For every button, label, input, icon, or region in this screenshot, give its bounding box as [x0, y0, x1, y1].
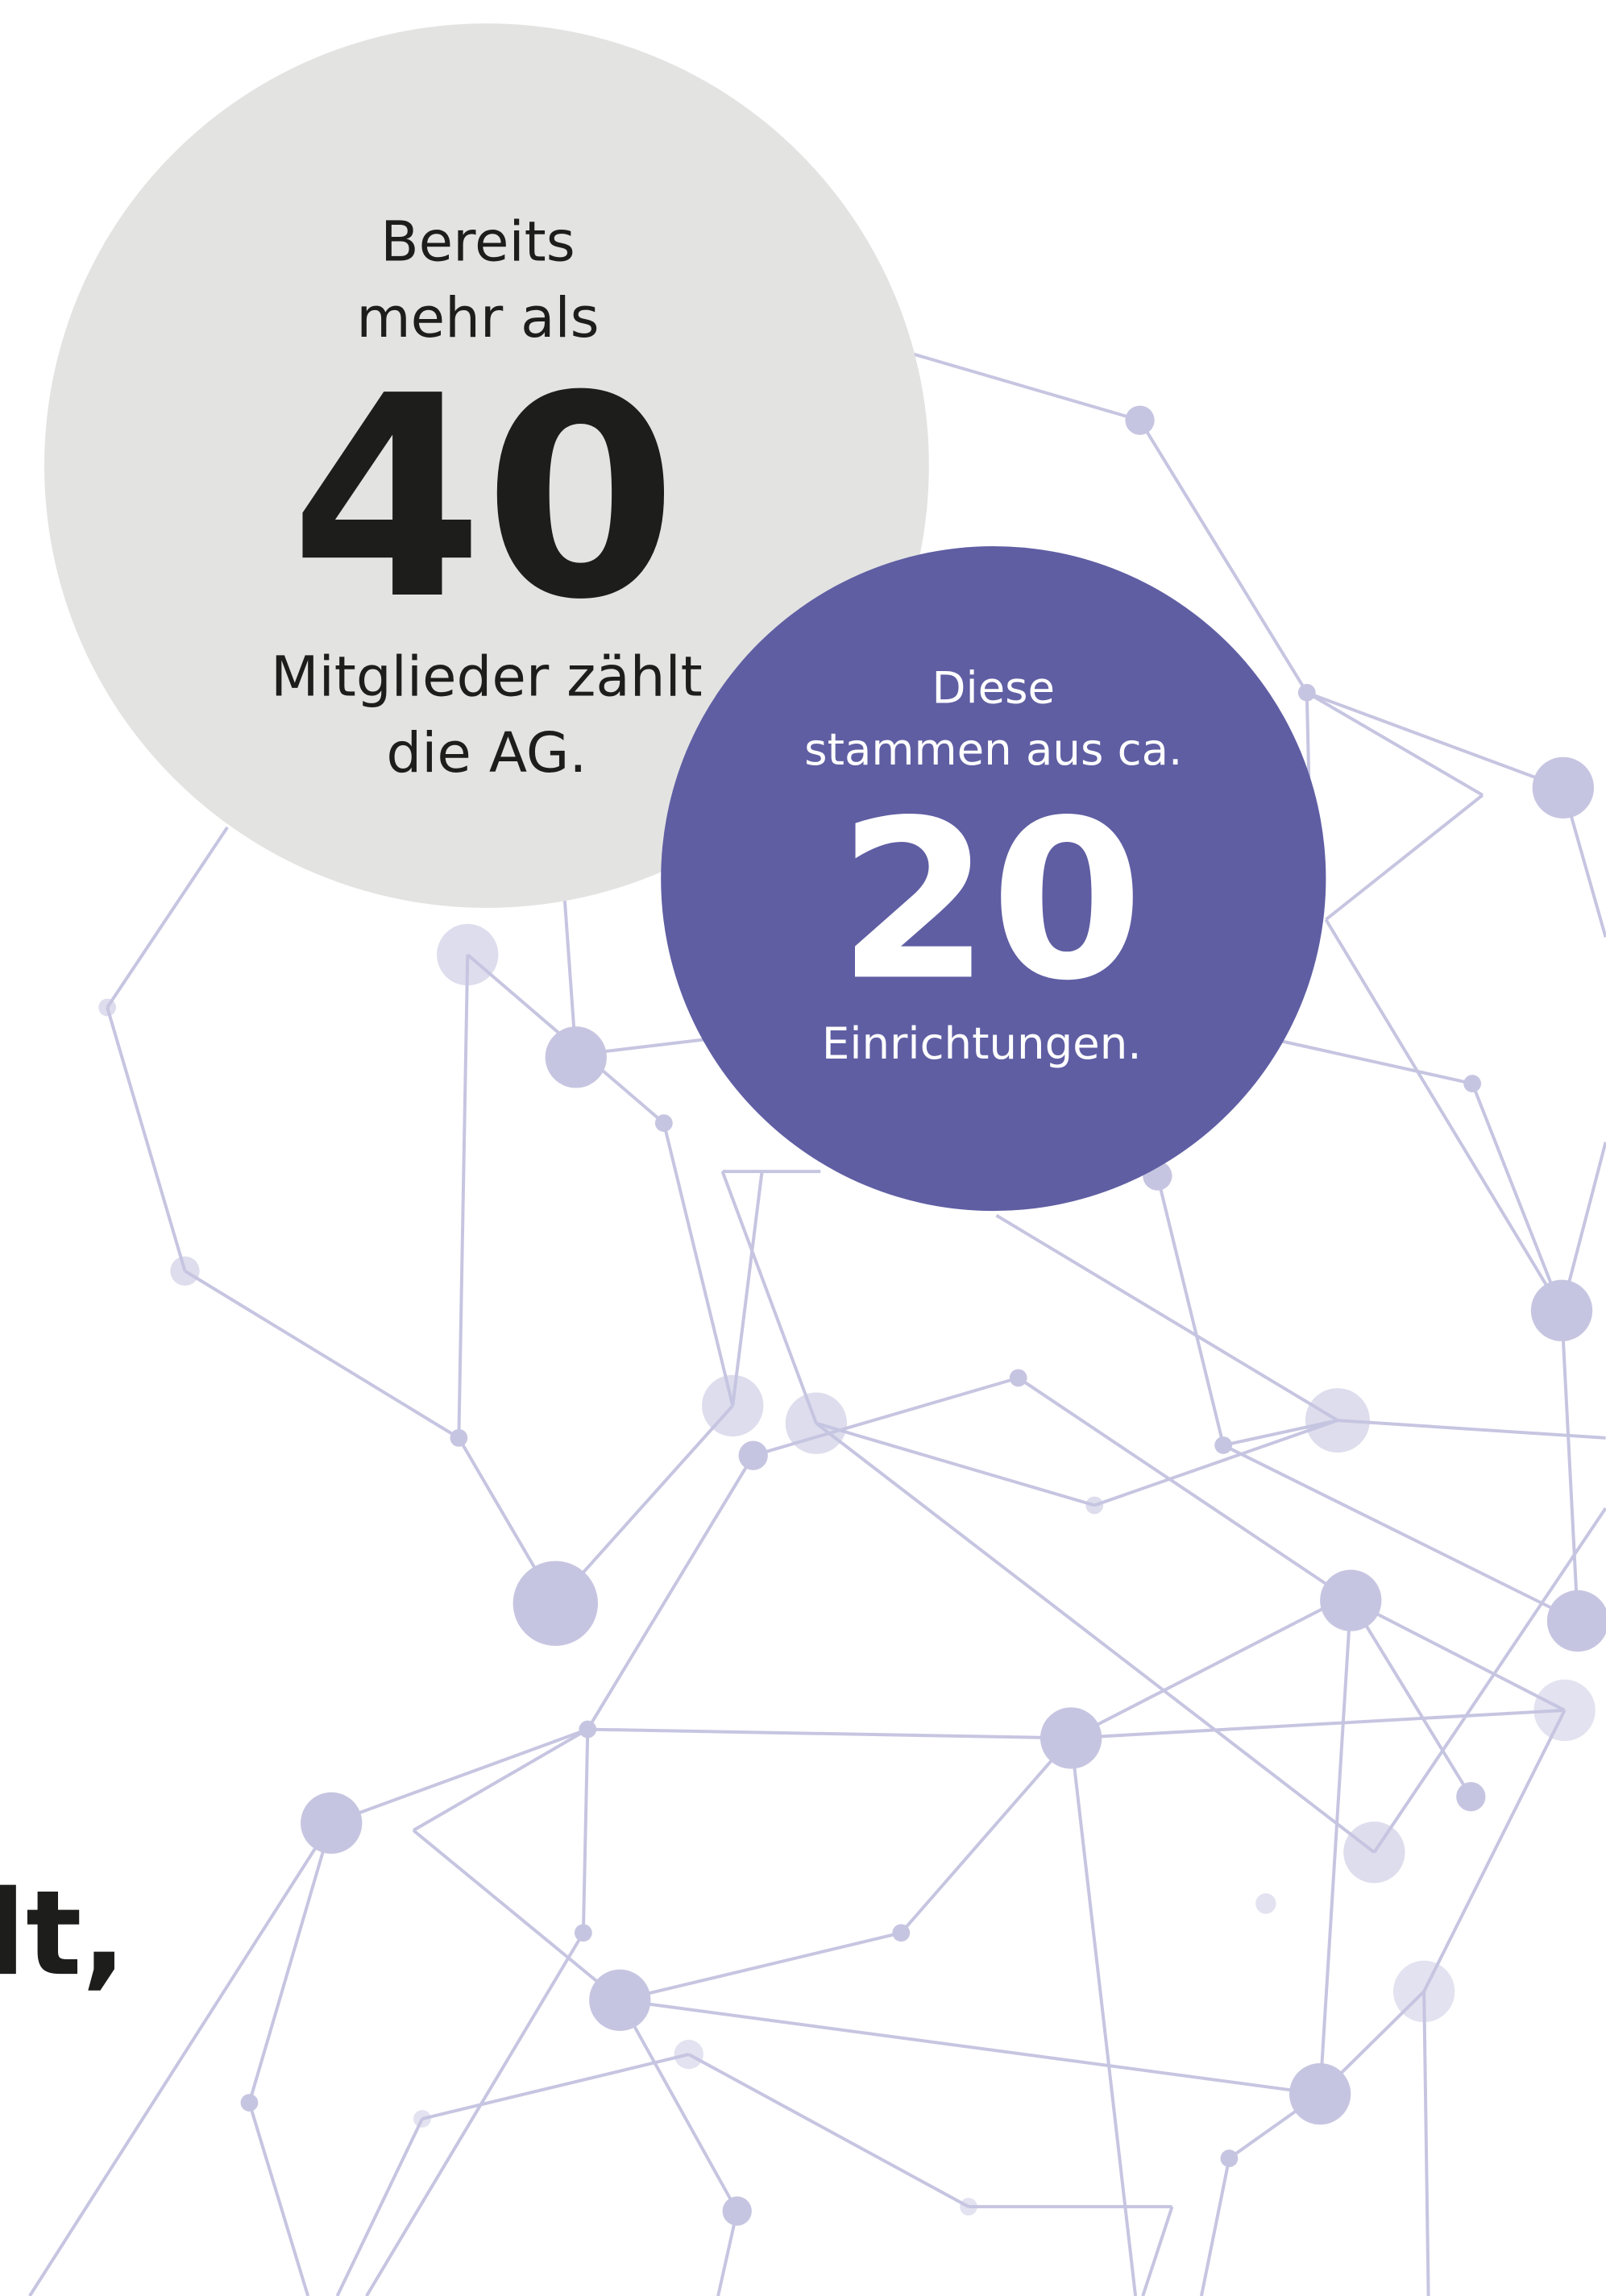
stat-outro: Mitglieder zählt: [271, 644, 703, 709]
infographic: Bereits mehr als 40 Mitglieder zählt die…: [0, 0, 1606, 2296]
stat-intro: stammen aus ca.: [804, 723, 1182, 775]
page: {"stats":[{"intro":["Bereits","mehr als"…: [0, 0, 1606, 2296]
stat-intro: Diese: [932, 661, 1055, 713]
heading-fragment: ilt,: [0, 1866, 127, 2002]
stat-institutions: Diese stammen aus ca. 20 Einrichtungen.: [804, 661, 1182, 1069]
stat-number: 20: [837, 773, 1143, 1029]
stat-intro: Bereits: [380, 210, 575, 275]
stat-outro: die AG.: [386, 721, 587, 785]
stat-outro: Einrichtungen.: [822, 1017, 1142, 1069]
stat-number: 40: [290, 337, 678, 661]
